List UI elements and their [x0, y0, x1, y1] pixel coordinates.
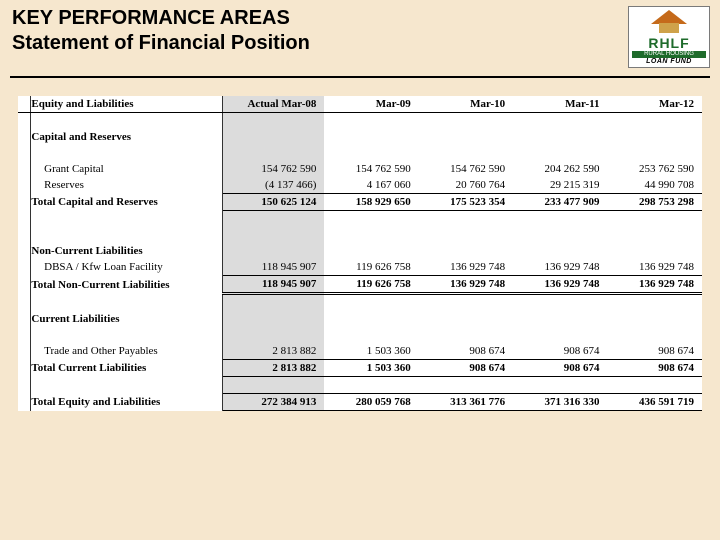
- cell-label: Total Equity and Liabilities: [31, 394, 223, 411]
- house-roof-icon: [651, 10, 687, 24]
- rhlf-logo: RHLF RURAL HOUSING LOAN FUND: [628, 6, 710, 68]
- cell: 44 990 708: [608, 177, 702, 194]
- cell: 908 674: [419, 343, 513, 360]
- cell: 29 215 319: [513, 177, 607, 194]
- cell: 136 929 748: [513, 259, 607, 276]
- row-total-ncl: Total Non-Current Liabilities 118 945 90…: [18, 276, 702, 294]
- logo-bottom: LOAN FUND: [629, 58, 709, 65]
- row-grand-total: Total Equity and Liabilities 272 384 913…: [18, 394, 702, 411]
- cell: 154 762 590: [222, 161, 324, 177]
- cell: 118 945 907: [222, 259, 324, 276]
- cell: 233 477 909: [513, 194, 607, 211]
- cell: 119 626 758: [324, 276, 418, 294]
- cell: 272 384 913: [222, 394, 324, 411]
- cell: 136 929 748: [608, 259, 702, 276]
- cell: 119 626 758: [324, 259, 418, 276]
- table-row: [18, 227, 702, 243]
- cell: 371 316 330: [513, 394, 607, 411]
- row-total-cl: Total Current Liabilities 2 813 882 1 50…: [18, 360, 702, 377]
- row-grant-capital: Grant Capital 154 762 590 154 762 590 15…: [18, 161, 702, 177]
- cell-label: DBSA / Kfw Loan Facility: [44, 259, 222, 276]
- row-dbsa-kfw: DBSA / Kfw Loan Facility 118 945 907 119…: [18, 259, 702, 276]
- section-label: Non-Current Liabilities: [31, 243, 223, 259]
- cell: 313 361 776: [419, 394, 513, 411]
- cell: 1 503 360: [324, 360, 418, 377]
- col-mar11: Mar-11: [513, 96, 607, 113]
- cell: 1 503 360: [324, 343, 418, 360]
- col-rowhead: Equity and Liabilities: [31, 96, 223, 113]
- cell-label: Total Capital and Reserves: [31, 194, 223, 211]
- house-wall-icon: [659, 23, 679, 33]
- cell: (4 137 466): [222, 177, 324, 194]
- cell: 136 929 748: [419, 259, 513, 276]
- cell: 280 059 768: [324, 394, 418, 411]
- cell: 20 760 764: [419, 177, 513, 194]
- section-current-liabilities: Current Liabilities: [18, 311, 702, 327]
- cell-label: Total Current Liabilities: [31, 360, 223, 377]
- col-actual: Actual Mar-08: [222, 96, 324, 113]
- row-trade-payables: Trade and Other Payables 2 813 882 1 503…: [18, 343, 702, 360]
- cell: 118 945 907: [222, 276, 324, 294]
- logo-abbrev: RHLF: [629, 35, 709, 51]
- table-row: [18, 145, 702, 161]
- cell: 204 262 590: [513, 161, 607, 177]
- col-mar12: Mar-12: [608, 96, 702, 113]
- cell-label: Grant Capital: [44, 161, 222, 177]
- cell: 175 523 354: [419, 194, 513, 211]
- table-header-row: Equity and Liabilities Actual Mar-08 Mar…: [18, 96, 702, 113]
- table-row: [18, 377, 702, 394]
- col-mar10: Mar-10: [419, 96, 513, 113]
- financial-table: Equity and Liabilities Actual Mar-08 Mar…: [18, 96, 702, 411]
- cell: 2 813 882: [222, 343, 324, 360]
- cell: 136 929 748: [608, 276, 702, 294]
- cell: 908 674: [513, 360, 607, 377]
- title-line-1: KEY PERFORMANCE AREAS: [12, 6, 628, 31]
- section-label: Current Liabilities: [31, 311, 223, 327]
- cell: 2 813 882: [222, 360, 324, 377]
- table-row: [18, 113, 702, 130]
- cell: 436 591 719: [608, 394, 702, 411]
- cell: 136 929 748: [513, 276, 607, 294]
- cell: 154 762 590: [419, 161, 513, 177]
- header: KEY PERFORMANCE AREAS Statement of Finan…: [0, 0, 720, 76]
- cell-label: Reserves: [44, 177, 222, 194]
- row-total-capital-reserves: Total Capital and Reserves 150 625 124 1…: [18, 194, 702, 211]
- cell: 150 625 124: [222, 194, 324, 211]
- section-non-current-liabilities: Non-Current Liabilities: [18, 243, 702, 259]
- cell: 158 929 650: [324, 194, 418, 211]
- cell-label: Total Non-Current Liabilities: [31, 276, 223, 294]
- cell-label: Trade and Other Payables: [44, 343, 222, 360]
- title-block: KEY PERFORMANCE AREAS Statement of Finan…: [12, 6, 628, 56]
- cell: 154 762 590: [324, 161, 418, 177]
- table-row: [18, 211, 702, 228]
- cell: 908 674: [608, 360, 702, 377]
- section-label: Capital and Reserves: [31, 129, 223, 145]
- cell: 908 674: [513, 343, 607, 360]
- table-row: [18, 294, 702, 312]
- cell: 908 674: [608, 343, 702, 360]
- cell: 4 167 060: [324, 177, 418, 194]
- section-capital-reserves: Capital and Reserves: [18, 129, 702, 145]
- row-reserves: Reserves (4 137 466) 4 167 060 20 760 76…: [18, 177, 702, 194]
- cell: 136 929 748: [419, 276, 513, 294]
- financial-table-wrap: Equity and Liabilities Actual Mar-08 Mar…: [18, 96, 702, 411]
- cell: 298 753 298: [608, 194, 702, 211]
- logo-stripe: RURAL HOUSING: [632, 51, 706, 58]
- cell: 253 762 590: [608, 161, 702, 177]
- table-row: [18, 327, 702, 343]
- cell: 908 674: [419, 360, 513, 377]
- title-line-2: Statement of Financial Position: [12, 31, 628, 56]
- header-divider: [10, 76, 710, 78]
- col-mar09: Mar-09: [324, 96, 418, 113]
